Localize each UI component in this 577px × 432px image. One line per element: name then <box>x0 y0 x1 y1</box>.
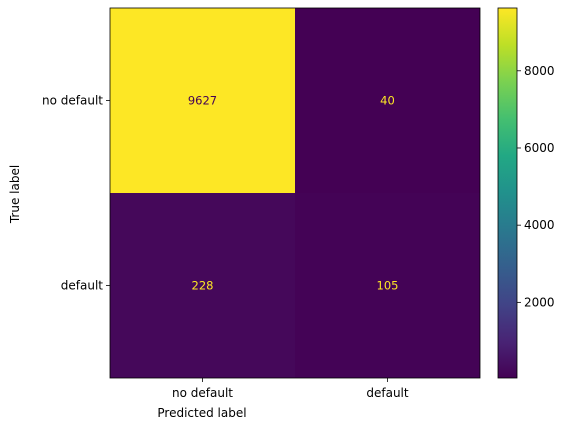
cell-value-label: 228 <box>192 279 214 293</box>
colorbar <box>497 7 518 379</box>
x-tick-label: default <box>366 386 409 400</box>
cell-value-label: 40 <box>380 94 395 108</box>
y-axis-label: True label <box>8 165 22 224</box>
colorbar-tick-label: 2000 <box>524 295 555 309</box>
plot-frame <box>109 7 481 379</box>
colorbar-tick-label: 6000 <box>524 141 555 155</box>
colorbar-tick-label: 4000 <box>524 218 555 232</box>
matrix-cell <box>295 193 480 378</box>
cell-value-label: 105 <box>377 279 399 293</box>
y-tick-label: no default <box>42 94 103 108</box>
colorbar-ticks: 2000 4000 6000 8000 <box>517 64 555 309</box>
y-axis-ticks: no default default <box>42 94 110 293</box>
matrix-cells: 9627 40 228 105 <box>110 8 480 378</box>
matrix-cell <box>110 8 295 193</box>
x-axis-label: Predicted label <box>157 406 246 420</box>
matrix-cell <box>295 8 480 193</box>
matrix-cell <box>110 193 295 378</box>
cell-value-label: 9627 <box>188 94 217 108</box>
x-tick-label: no default <box>172 386 233 400</box>
y-tick-label: default <box>61 279 104 293</box>
x-axis-ticks: no default default <box>172 378 409 400</box>
colorbar-tick-label: 8000 <box>524 64 555 78</box>
